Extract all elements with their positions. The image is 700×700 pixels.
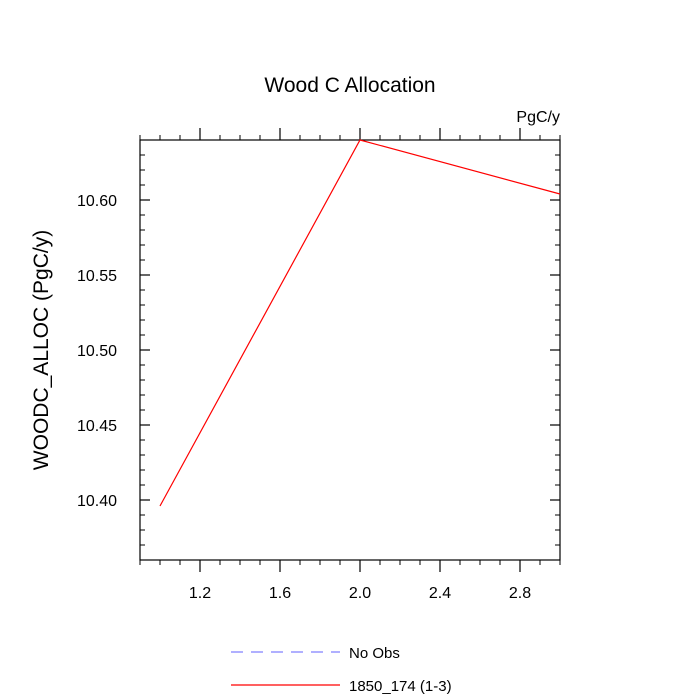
minor-ticks <box>139 135 561 565</box>
plot-frame <box>139 139 561 561</box>
x-tick-label: 1.2 <box>189 585 211 602</box>
x-tick-label: 2.0 <box>349 585 371 602</box>
units-label: PgC/y <box>516 109 560 126</box>
legend-label: 1850_174 (1-3) <box>349 678 452 695</box>
chart-title: Wood C Allocation <box>264 74 435 97</box>
x-tick-label: 2.4 <box>429 585 451 602</box>
y-axis-label: WOODC_ALLOC (PgC/y) <box>30 230 53 470</box>
y-tick-label: 10.50 <box>77 343 117 360</box>
series-layer <box>159 139 561 507</box>
y-axis: 10.40 10.45 10.50 10.55 10.60 <box>77 193 560 510</box>
series-line <box>159 139 561 507</box>
legend: No Obs 1850_174 (1-3) <box>231 645 452 695</box>
x-axis: 1.2 1.6 2.0 2.4 2.8 <box>189 128 531 602</box>
y-tick-label: 10.45 <box>77 418 117 435</box>
x-tick-label: 1.6 <box>269 585 291 602</box>
y-tick-label: 10.60 <box>77 193 117 210</box>
x-tick-label: 2.8 <box>509 585 531 602</box>
legend-label: No Obs <box>349 645 400 662</box>
y-tick-label: 10.40 <box>77 493 117 510</box>
y-tick-label: 10.55 <box>77 268 117 285</box>
